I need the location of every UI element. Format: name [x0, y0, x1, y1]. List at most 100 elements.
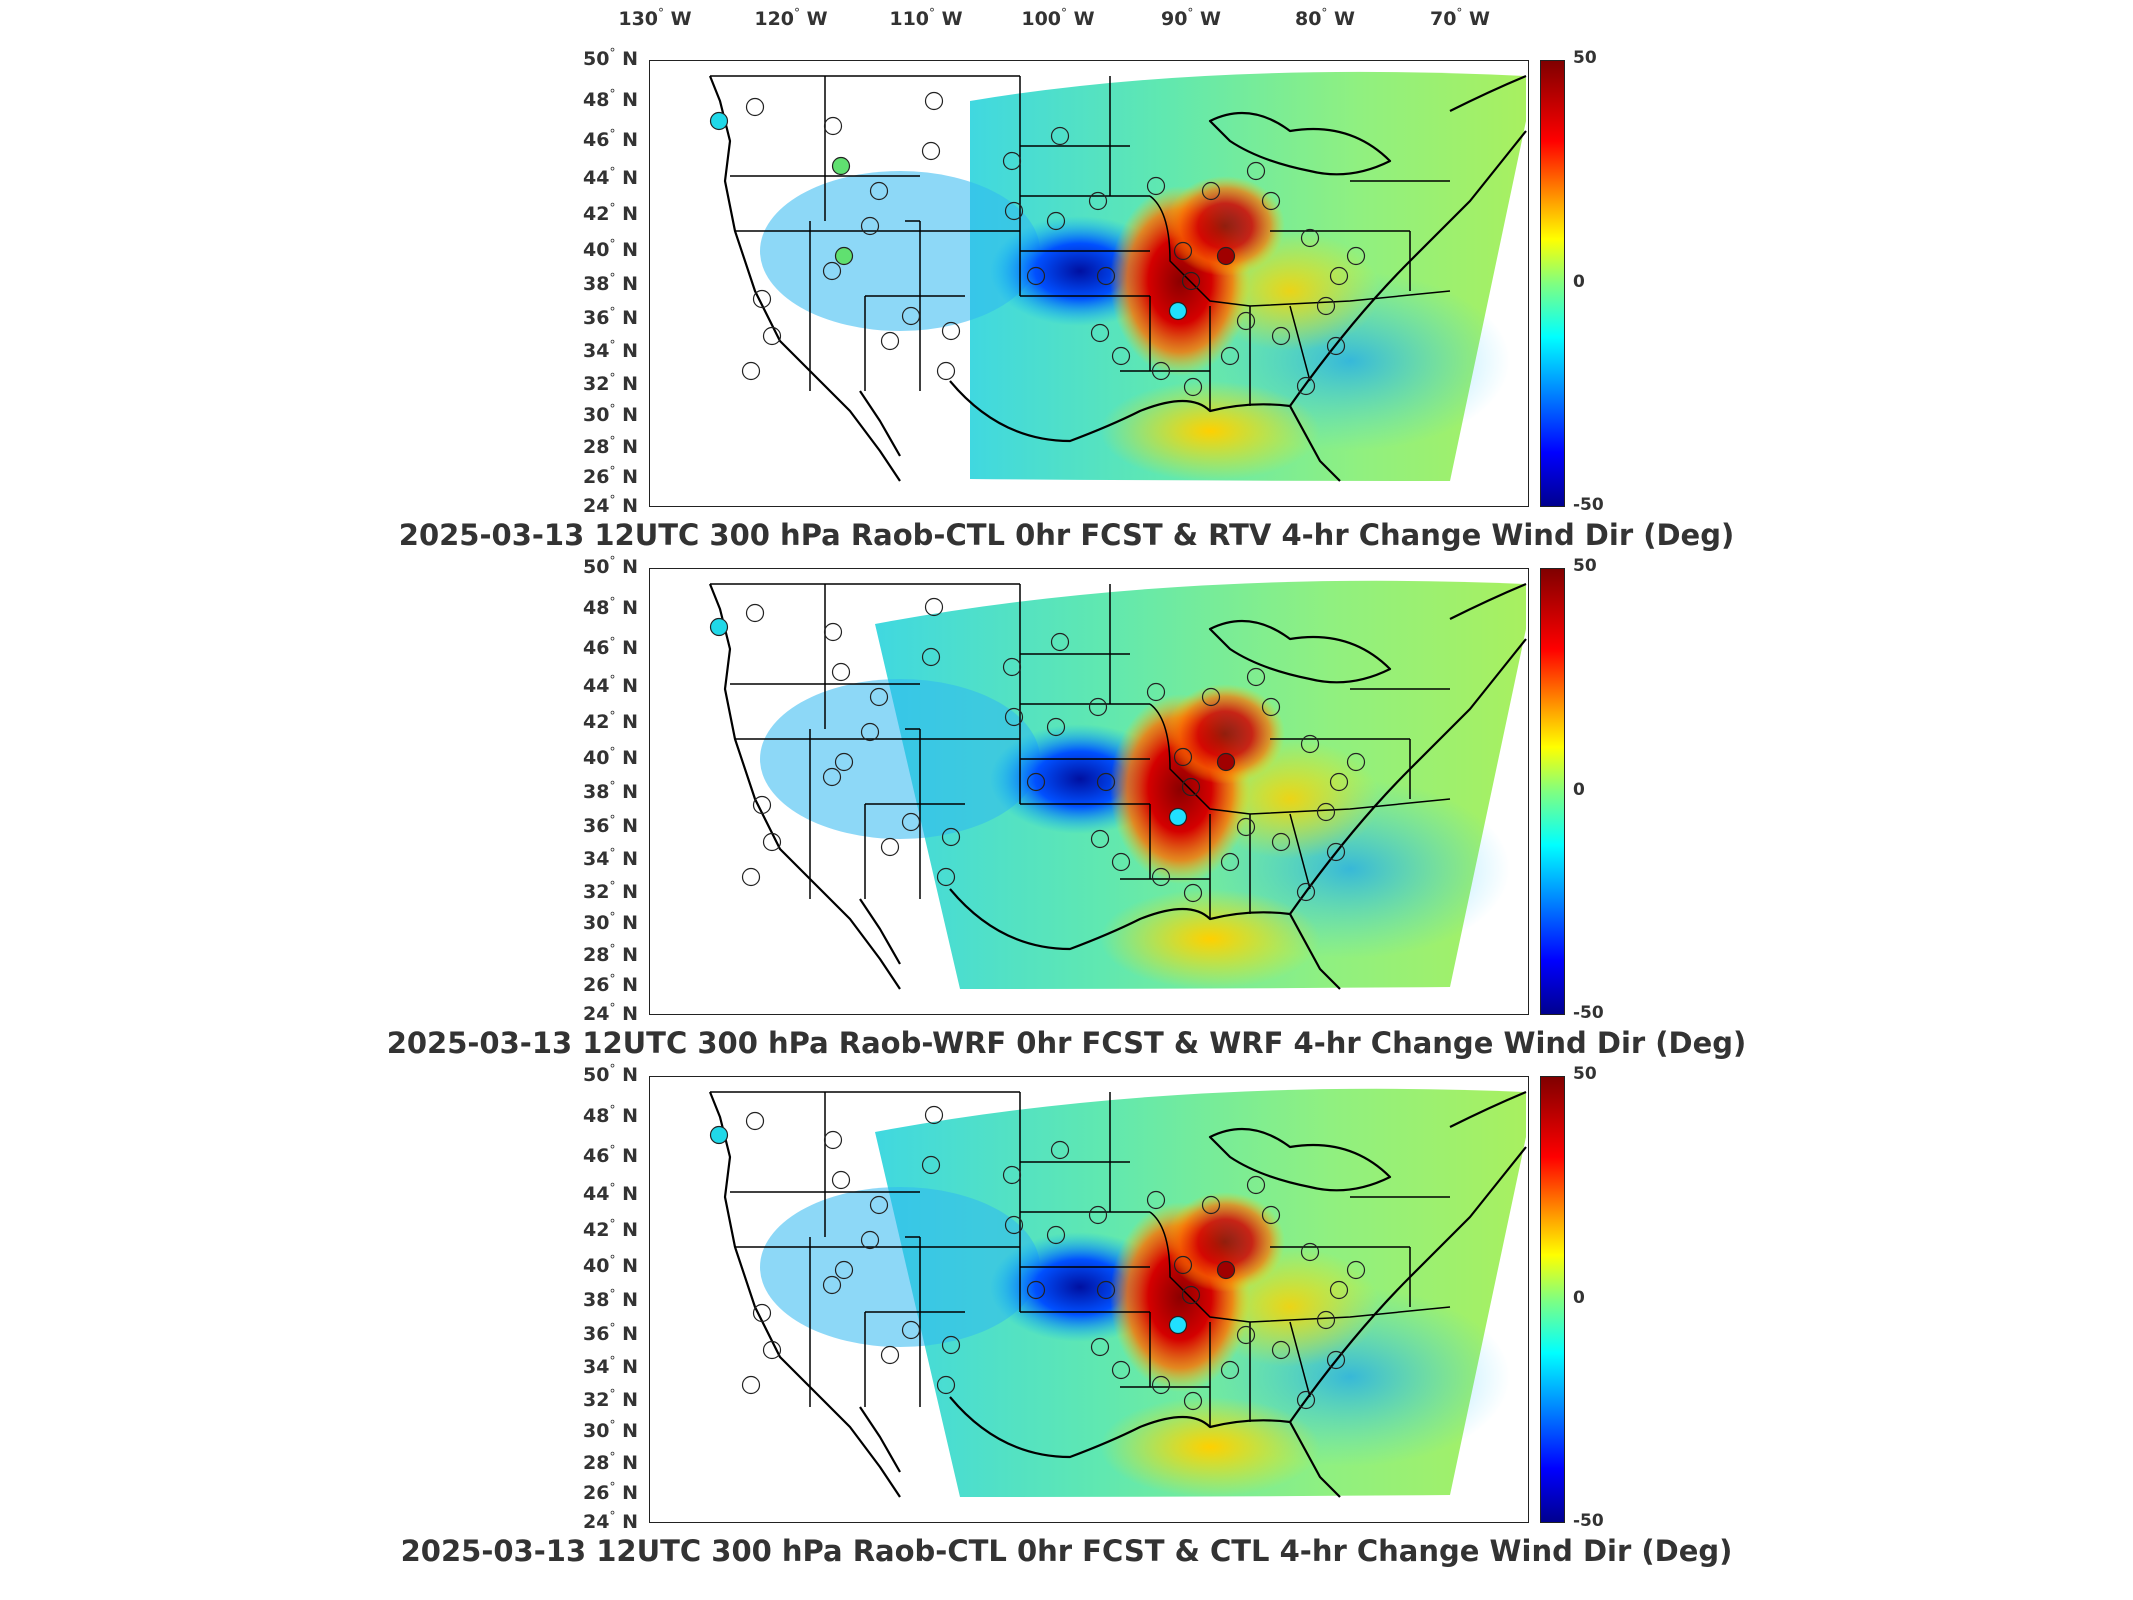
raob-station-marker: [822, 1275, 842, 1295]
raob-station-marker: [831, 662, 851, 682]
raob-station-marker: [1329, 772, 1349, 792]
colorbar: [1540, 1076, 1565, 1523]
raob-station-marker: [941, 827, 961, 847]
raob-station-marker: [1090, 1337, 1110, 1357]
raob-station-marker: [1220, 346, 1240, 366]
lat-label: 48° N: [583, 595, 638, 619]
raob-station-marker: [1271, 832, 1291, 852]
raob-station-marker: [936, 1375, 956, 1395]
raob-station-marker: [1173, 747, 1193, 767]
raob-station-marker: [834, 246, 854, 266]
colorbar: [1540, 568, 1565, 1015]
raob-station-marker: [1046, 1225, 1066, 1245]
lat-label: 50° N: [583, 1062, 638, 1086]
lat-label: 26° N: [583, 1480, 638, 1504]
raob-station-marker: [860, 722, 880, 742]
raob-station-marker: [1096, 1280, 1116, 1300]
raob-station-marker: [1146, 176, 1166, 196]
colorbar-tick-label: -50: [1573, 1003, 1604, 1023]
panel-title: 2025-03-13 12UTC 300 hPa Raob-CTL 0hr FC…: [400, 1534, 1733, 1568]
raob-station-marker: [1271, 326, 1291, 346]
raob-station-marker: [1236, 1325, 1256, 1345]
raob-station-marker: [1316, 296, 1336, 316]
raob-station-marker: [1181, 1285, 1201, 1305]
lat-label: 42° N: [583, 709, 638, 733]
panel-title: 2025-03-13 12UTC 300 hPa Raob-WRF 0hr FC…: [386, 1026, 1747, 1060]
raob-station-marker: [1201, 181, 1221, 201]
raob-station-marker: [762, 326, 782, 346]
raob-station-marker: [823, 622, 843, 642]
raob-station-marker: [901, 812, 921, 832]
raob-station-marker: [762, 832, 782, 852]
raob-station-marker: [741, 1375, 761, 1395]
raob-station-marker: [1173, 1255, 1193, 1275]
raob-station-marker: [1181, 777, 1201, 797]
raob-station-marker: [1004, 707, 1024, 727]
lon-label: 120° W: [754, 6, 828, 30]
raob-station-marker: [1329, 1280, 1349, 1300]
raob-station-marker: [1296, 1390, 1316, 1410]
colorbar-tick-label: -50: [1573, 1511, 1604, 1531]
raob-station-marker: [1146, 682, 1166, 702]
raob-station-marker: [901, 1320, 921, 1340]
lat-label: 42° N: [583, 1217, 638, 1241]
raob-station-marker: [1002, 151, 1022, 171]
raob-station-marker: [745, 1111, 765, 1131]
raob-station-marker: [860, 1230, 880, 1250]
lat-label: 36° N: [583, 813, 638, 837]
lat-label: 26° N: [583, 972, 638, 996]
raob-station-marker: [1088, 191, 1108, 211]
raob-station-marker: [745, 603, 765, 623]
raob-station-marker: [709, 111, 729, 131]
raob-station-marker: [1026, 1280, 1046, 1300]
raob-station-marker: [1111, 346, 1131, 366]
raob-station-marker: [921, 141, 941, 161]
raob-station-marker: [1183, 1391, 1203, 1411]
lat-label: 36° N: [583, 305, 638, 329]
raob-station-marker: [1181, 271, 1201, 291]
raob-station-marker: [1326, 336, 1346, 356]
lat-label: 32° N: [583, 879, 638, 903]
lat-label: 26° N: [583, 464, 638, 488]
lat-label: 42° N: [583, 201, 638, 225]
raob-station-marker: [822, 767, 842, 787]
raob-station-marker: [869, 687, 889, 707]
raob-station-marker: [860, 216, 880, 236]
raob-station-marker: [831, 156, 851, 176]
raob-station-marker: [1026, 772, 1046, 792]
raob-station-marker: [1261, 697, 1281, 717]
panel-title: 2025-03-13 12UTC 300 hPa Raob-CTL 0hr FC…: [398, 518, 1735, 552]
raob-station-marker: [1002, 657, 1022, 677]
wind-direction-change-map: [649, 1076, 1529, 1523]
lat-label: 44° N: [583, 673, 638, 697]
raob-station-marker: [869, 1195, 889, 1215]
raob-station-marker: [1316, 802, 1336, 822]
raob-station-marker: [1096, 772, 1116, 792]
colorbar-tick-label: 0: [1573, 1288, 1585, 1308]
raob-station-marker: [1004, 201, 1024, 221]
lat-label: 32° N: [583, 371, 638, 395]
raob-station-marker: [924, 1105, 944, 1125]
colorbar-tick-label: 0: [1573, 780, 1585, 800]
raob-station-marker: [1050, 126, 1070, 146]
lat-label: 44° N: [583, 165, 638, 189]
raob-station-marker: [1026, 266, 1046, 286]
lat-label: 28° N: [583, 1450, 638, 1474]
raob-station-marker: [880, 837, 900, 857]
wind-direction-change-map: [649, 568, 1529, 1015]
wind-direction-change-map: [649, 60, 1529, 507]
raob-station-marker: [1183, 377, 1203, 397]
colorbar-tick-label: -50: [1573, 495, 1604, 515]
lat-label: 34° N: [583, 846, 638, 870]
lat-label: 30° N: [583, 402, 638, 426]
raob-station-marker: [936, 361, 956, 381]
lat-label: 44° N: [583, 1181, 638, 1205]
raob-station-marker: [834, 1260, 854, 1280]
raob-station-marker: [1151, 1375, 1171, 1395]
lat-label: 32° N: [583, 1387, 638, 1411]
raob-station-marker: [924, 91, 944, 111]
colorbar-tick-label: 50: [1573, 1064, 1597, 1084]
lat-label: 46° N: [583, 1143, 638, 1167]
lat-label: 34° N: [583, 1354, 638, 1378]
raob-station-marker: [1173, 241, 1193, 261]
